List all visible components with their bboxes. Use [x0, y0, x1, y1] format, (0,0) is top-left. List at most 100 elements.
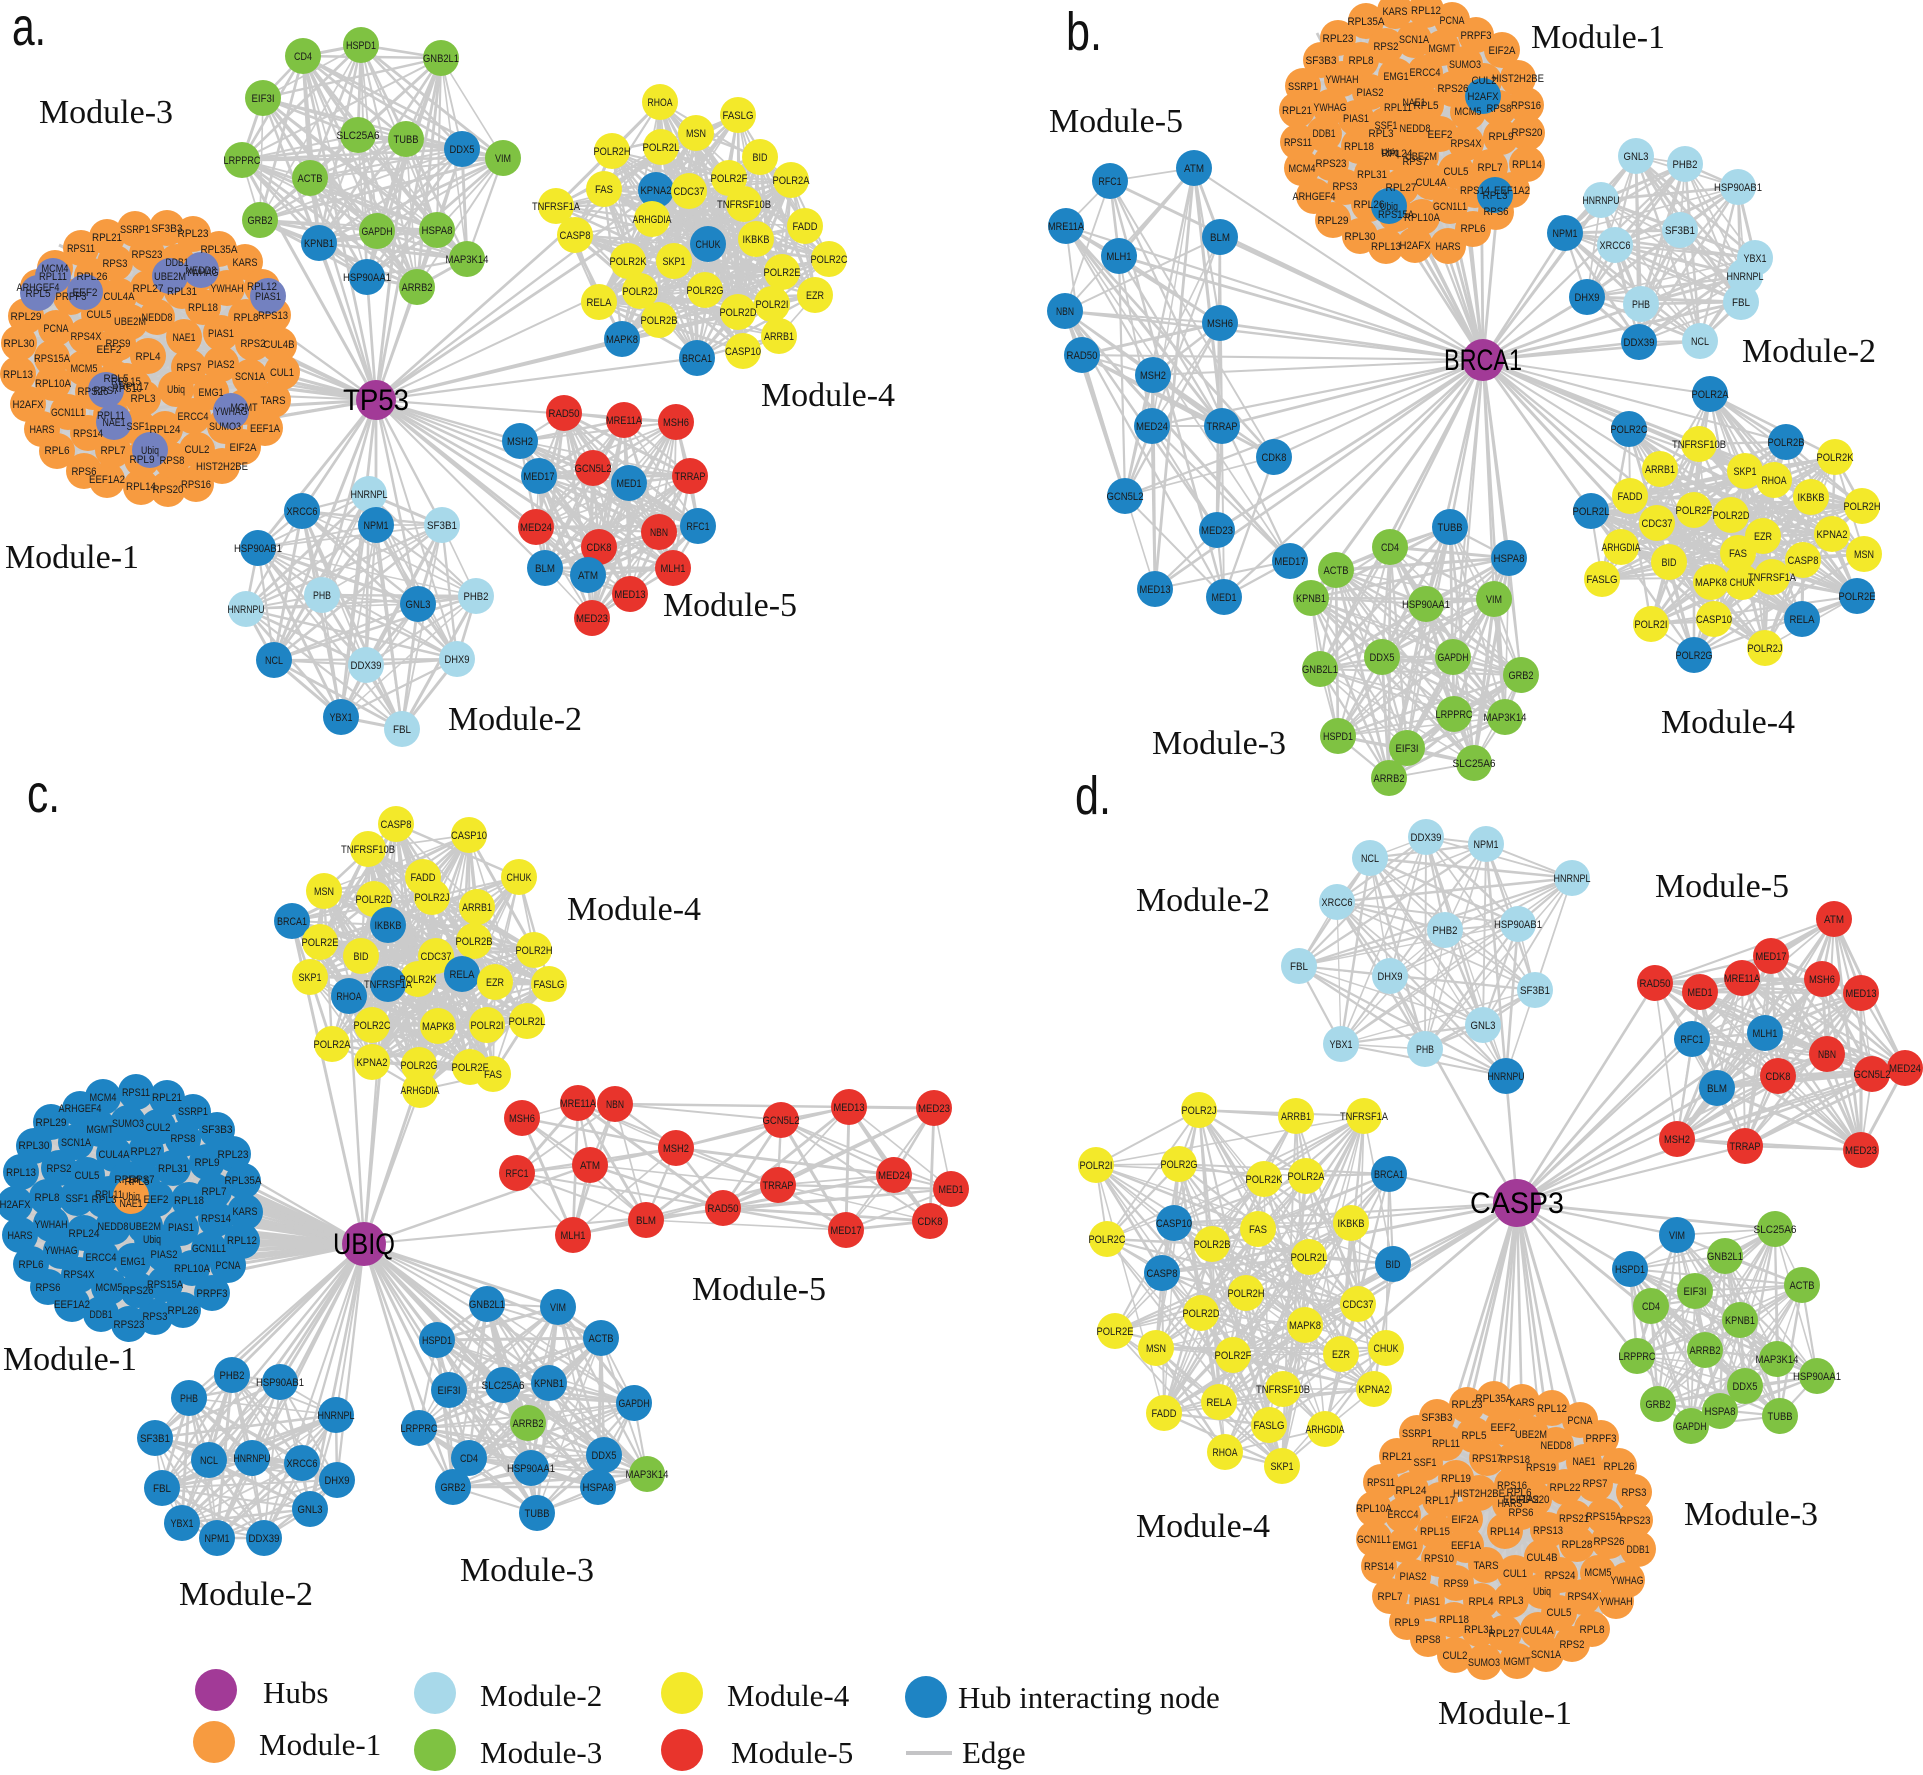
svg-text:FASLG: FASLG — [534, 979, 565, 991]
svg-text:ERCC4: ERCC4 — [1388, 1509, 1419, 1521]
svg-text:MRE11A: MRE11A — [1724, 973, 1761, 985]
svg-text:CUL2: CUL2 — [1443, 1650, 1468, 1662]
svg-text:RPS3: RPS3 — [1333, 181, 1358, 193]
svg-text:RPL23: RPL23 — [178, 228, 209, 240]
svg-text:Hub interacting node: Hub interacting node — [958, 1680, 1220, 1715]
svg-text:RPS2: RPS2 — [241, 338, 266, 350]
svg-text:NEDD8: NEDD8 — [142, 312, 173, 324]
svg-text:GAPDH: GAPDH — [1676, 1421, 1707, 1433]
svg-text:TNFRSF10B: TNFRSF10B — [341, 844, 395, 856]
svg-text:RPS8: RPS8 — [171, 1133, 196, 1145]
svg-text:RPS3: RPS3 — [103, 258, 128, 270]
svg-text:RPS7: RPS7 — [1583, 1478, 1608, 1490]
svg-text:NEDD8: NEDD8 — [1400, 123, 1431, 135]
svg-text:POLR2E: POLR2E — [1097, 1326, 1134, 1338]
svg-text:CDC37: CDC37 — [1642, 518, 1673, 530]
svg-text:HSPA8: HSPA8 — [422, 225, 453, 237]
svg-text:PHB2: PHB2 — [1433, 925, 1458, 937]
svg-text:PIAS2: PIAS2 — [208, 359, 235, 371]
svg-text:TARS: TARS — [261, 395, 286, 407]
svg-text:SF3B3: SF3B3 — [1306, 55, 1337, 67]
svg-text:GRB2: GRB2 — [248, 215, 273, 227]
svg-text:RPS19: RPS19 — [1526, 1462, 1556, 1474]
svg-text:NBN: NBN — [1056, 306, 1074, 318]
svg-text:DDB1: DDB1 — [1627, 1544, 1650, 1556]
svg-text:KARS: KARS — [233, 1206, 258, 1218]
svg-text:MLH1: MLH1 — [561, 1230, 586, 1242]
svg-text:LRPPRC: LRPPRC — [401, 1423, 438, 1435]
svg-text:LRPPRC: LRPPRC — [1619, 1351, 1656, 1363]
svg-text:YBX1: YBX1 — [1744, 253, 1767, 265]
svg-text:MAPK8: MAPK8 — [1289, 1320, 1321, 1332]
svg-text:Ubiq: Ubiq — [1533, 1586, 1551, 1598]
svg-text:RPS15A: RPS15A — [1586, 1511, 1623, 1523]
svg-text:POLR2C: POLR2C — [1089, 1234, 1126, 1246]
svg-text:RPS7: RPS7 — [94, 385, 119, 397]
svg-text:RPL10A: RPL10A — [174, 1263, 211, 1275]
svg-text:BRCA1: BRCA1 — [277, 916, 307, 928]
svg-text:RPS20: RPS20 — [1512, 127, 1543, 139]
svg-text:DDX5: DDX5 — [1370, 652, 1395, 664]
svg-text:GNB2L1: GNB2L1 — [469, 1299, 505, 1311]
svg-text:EIF3I: EIF3I — [252, 93, 275, 105]
svg-text:POLR2J: POLR2J — [1182, 1105, 1217, 1117]
svg-text:MCM4: MCM4 — [90, 1092, 117, 1104]
svg-text:HARS: HARS — [8, 1230, 33, 1242]
svg-text:TNFRSF10B: TNFRSF10B — [717, 199, 771, 211]
svg-text:BRCA1: BRCA1 — [682, 353, 712, 365]
svg-text:POLR2E: POLR2E — [302, 937, 339, 949]
svg-text:FAS: FAS — [1249, 1224, 1267, 1236]
svg-text:RPL30: RPL30 — [19, 1140, 50, 1152]
svg-text:CD4: CD4 — [1381, 542, 1399, 554]
svg-text:GNL3: GNL3 — [1471, 1020, 1496, 1032]
svg-text:Ubiq: Ubiq — [1380, 201, 1398, 213]
svg-text:RPL30: RPL30 — [1345, 231, 1376, 243]
svg-text:BRCA1: BRCA1 — [1374, 1169, 1404, 1181]
svg-text:Module-4: Module-4 — [1661, 704, 1795, 741]
svg-text:VIM: VIM — [1486, 594, 1502, 606]
svg-text:ACTB: ACTB — [1790, 1280, 1815, 1292]
svg-text:RPL26: RPL26 — [1604, 1461, 1635, 1473]
svg-text:Ubiq: Ubiq — [141, 445, 159, 457]
svg-text:MGMT: MGMT — [87, 1124, 114, 1136]
svg-text:ARRB2: ARRB2 — [1374, 773, 1405, 785]
svg-text:MED1: MED1 — [1688, 987, 1713, 999]
svg-text:CUL4A: CUL4A — [99, 1149, 131, 1161]
svg-text:RPL18: RPL18 — [188, 302, 218, 314]
svg-text:Ubiq: Ubiq — [143, 1234, 161, 1246]
svg-text:FADD: FADD — [1618, 491, 1643, 503]
svg-text:POLR2D: POLR2D — [1183, 1308, 1220, 1320]
svg-text:Module-4: Module-4 — [1136, 1508, 1270, 1545]
svg-text:HIST2H2BE: HIST2H2BE — [196, 461, 248, 473]
svg-text:CASP3: CASP3 — [1470, 1187, 1564, 1220]
svg-text:CUL2: CUL2 — [1472, 75, 1497, 87]
svg-text:TNFRSF1A: TNFRSF1A — [1748, 572, 1797, 584]
svg-text:MED17: MED17 — [1756, 951, 1787, 963]
svg-text:RPS14: RPS14 — [201, 1213, 231, 1225]
svg-text:Module-1: Module-1 — [5, 539, 139, 576]
svg-text:GCN1L1: GCN1L1 — [51, 407, 85, 419]
svg-text:RPL6: RPL6 — [45, 445, 70, 457]
svg-text:POLR2A: POLR2A — [773, 175, 811, 187]
svg-text:Module-1: Module-1 — [1531, 19, 1665, 56]
svg-text:HSP90AA1: HSP90AA1 — [1402, 599, 1450, 611]
svg-text:EMG1: EMG1 — [121, 1256, 146, 1268]
svg-text:RHOA: RHOA — [337, 991, 363, 1003]
svg-text:MSH6: MSH6 — [1207, 318, 1233, 330]
svg-text:RPL19: RPL19 — [1441, 1473, 1471, 1485]
svg-text:NAE1: NAE1 — [1403, 97, 1426, 109]
svg-text:DHX9: DHX9 — [1378, 971, 1403, 983]
svg-text:IKBKB: IKBKB — [1798, 492, 1825, 504]
svg-text:RPL3: RPL3 — [1369, 128, 1394, 140]
svg-text:MAP3K14: MAP3K14 — [1756, 1354, 1799, 1366]
svg-text:RPL31: RPL31 — [1357, 169, 1387, 181]
svg-text:RPL7: RPL7 — [202, 1186, 227, 1198]
svg-text:RPL3: RPL3 — [92, 1194, 117, 1206]
svg-text:Module-5: Module-5 — [1049, 103, 1183, 140]
svg-text:FADD: FADD — [1152, 1408, 1177, 1420]
svg-text:RPL8: RPL8 — [35, 1192, 60, 1204]
svg-text:HNRNPL: HNRNPL — [1727, 271, 1764, 283]
svg-text:SF3B3: SF3B3 — [202, 1124, 233, 1136]
svg-text:TARS: TARS — [1474, 1560, 1499, 1572]
svg-text:POLR2A: POLR2A — [1288, 1171, 1326, 1183]
